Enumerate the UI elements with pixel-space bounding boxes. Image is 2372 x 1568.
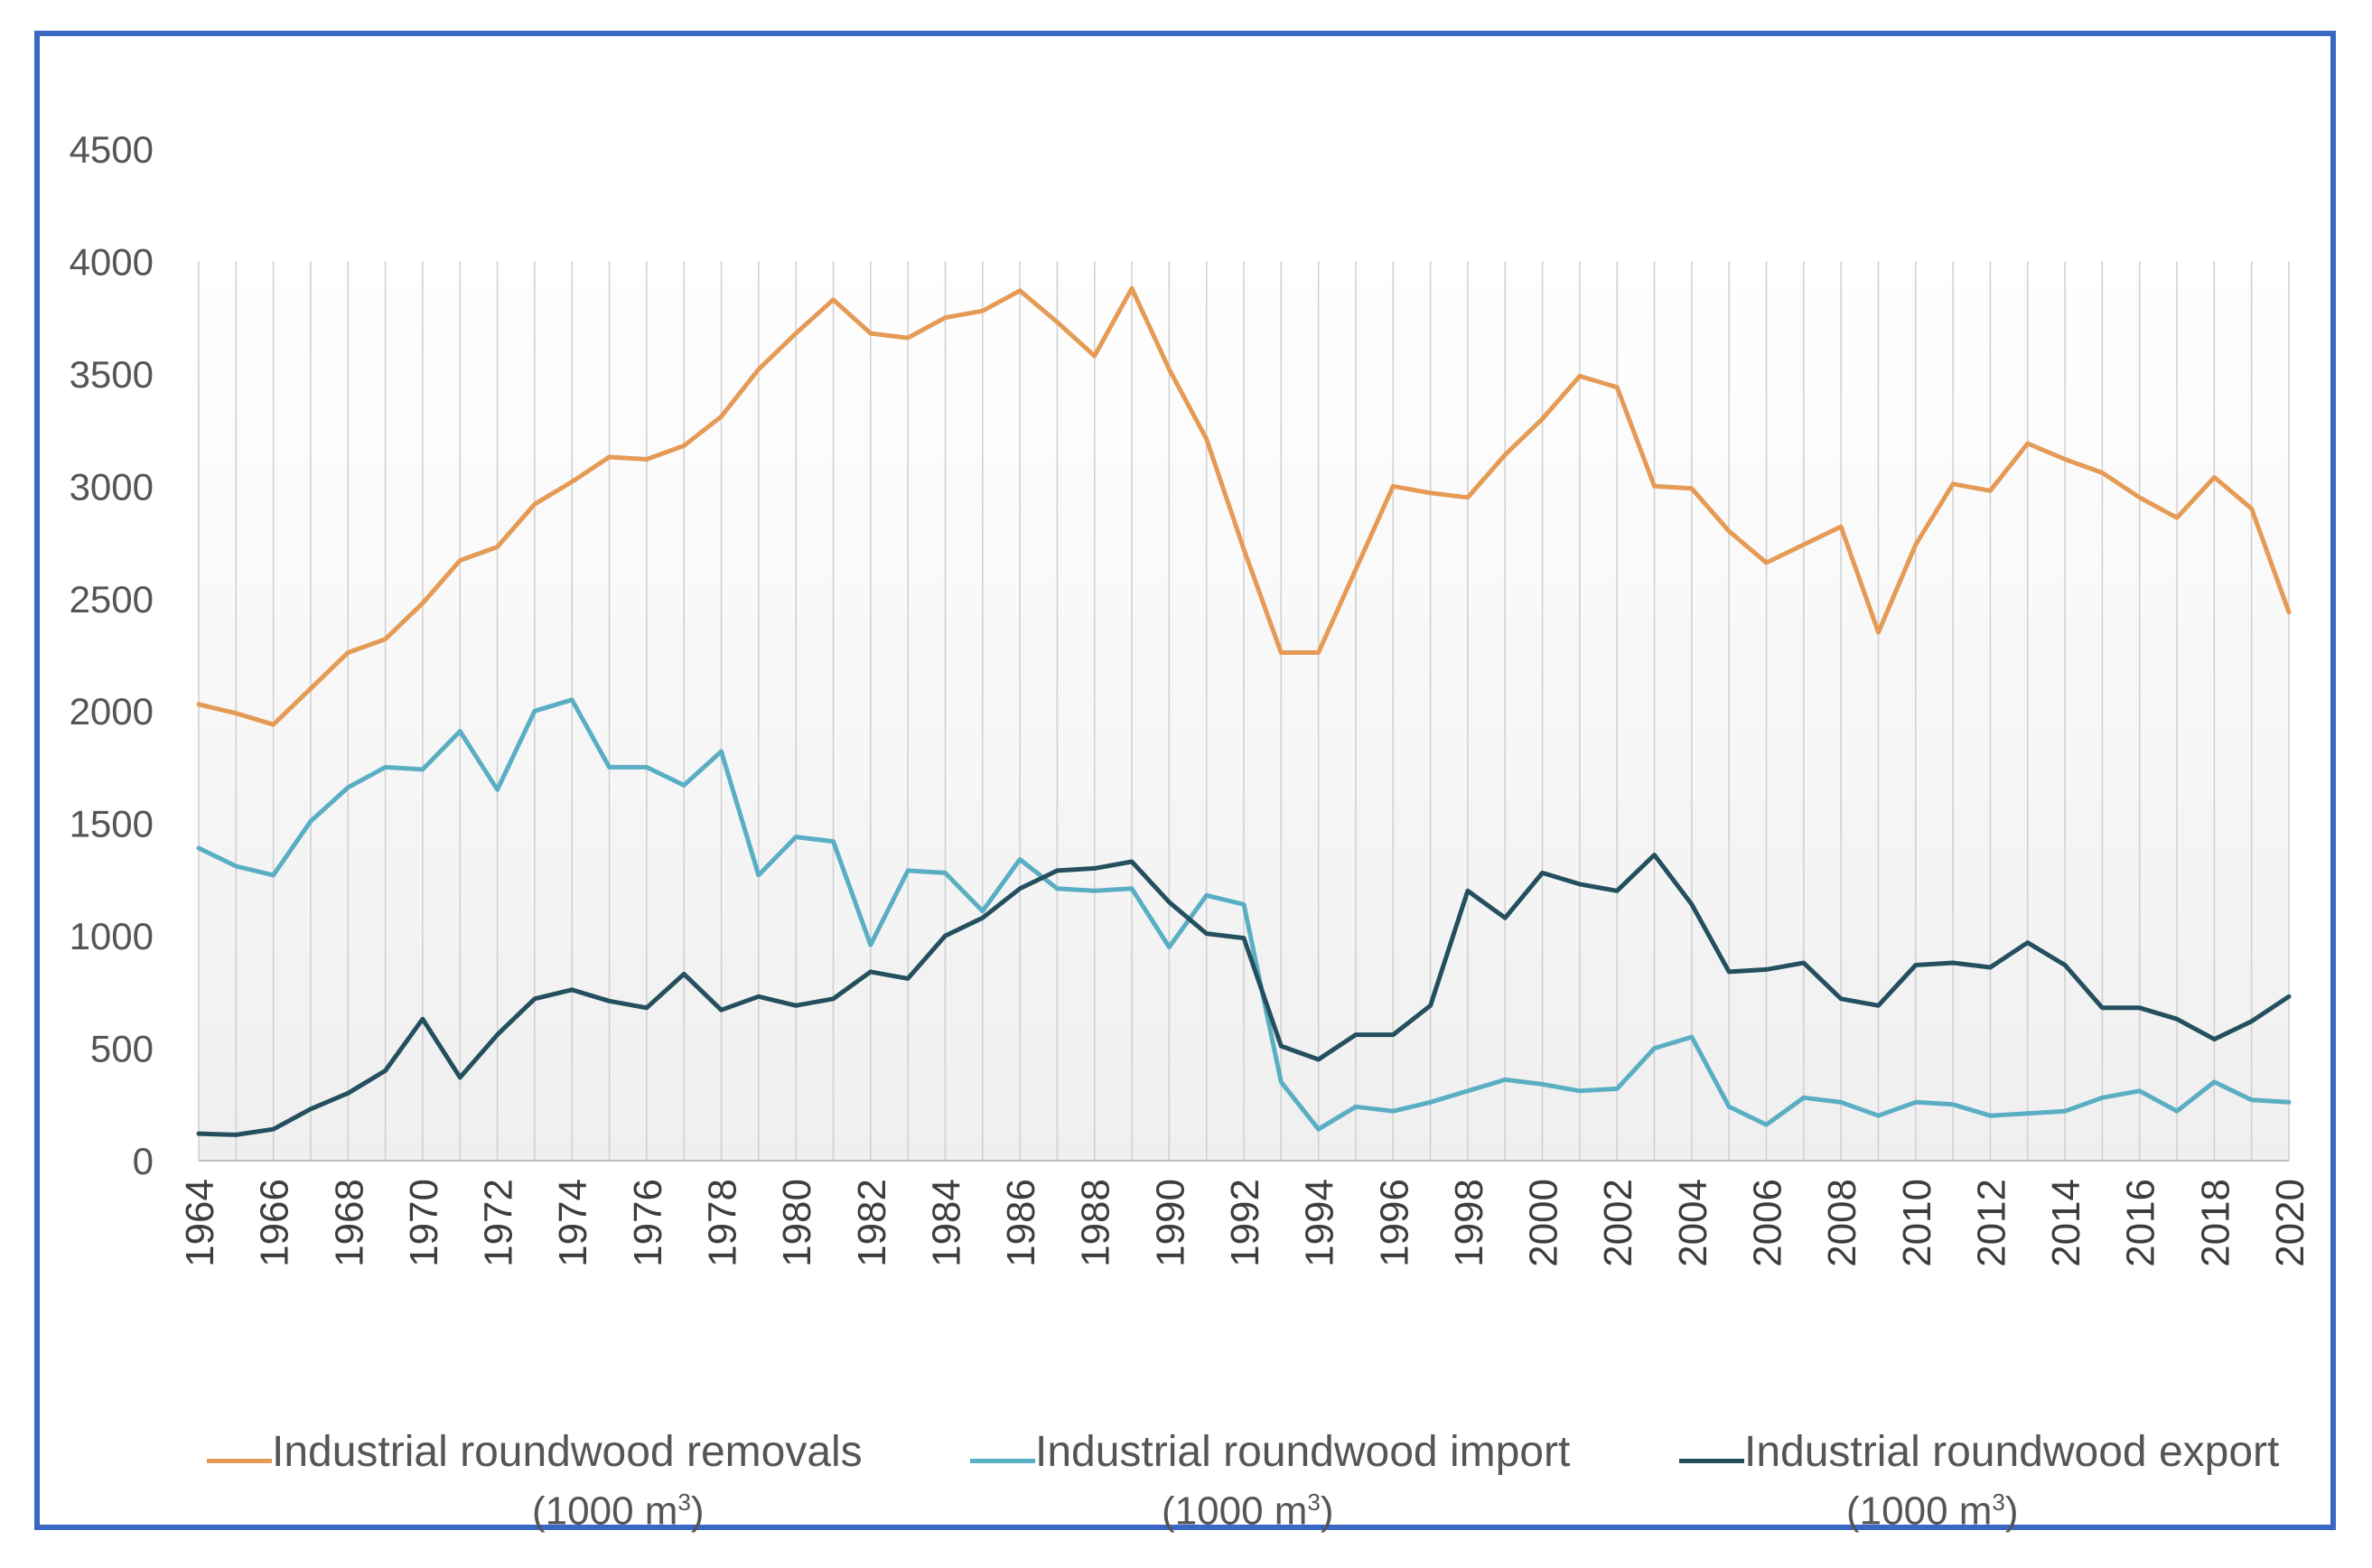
- x-tick-label: 1990: [1148, 1179, 1192, 1267]
- y-tick-label: 0: [133, 1140, 154, 1182]
- x-tick-label: 1972: [477, 1179, 521, 1267]
- x-axis: 1964 1966 1968 1970 1972 1974 1976 1978 1980 1982…: [178, 1160, 2312, 1267]
- x-tick-label: 2004: [1671, 1179, 1715, 1267]
- legend-unit-removals: (1000 m3): [532, 1489, 705, 1534]
- y-tick-label: 500: [90, 1028, 154, 1070]
- legend-label-removals: Industrial roundwood removals: [272, 1428, 863, 1476]
- legend-item-removals: Industrial roundwood removals (1000 m3): [171, 1427, 863, 1554]
- x-tick-label: 1994: [1298, 1179, 1342, 1267]
- series-line-export: [196, 853, 2292, 1137]
- y-tick-label: 3000: [70, 465, 154, 508]
- y-axis: 0 500 1000 1500 2000 2500 3000 3500 4000 4500: [70, 128, 154, 1182]
- chart-frame: 0 500 1000 1500 2000 2500 3000 3500 4000 4500 196…: [34, 31, 2336, 1534]
- y-tick-label: 2000: [70, 690, 154, 733]
- y-tick-label: 1500: [70, 803, 154, 845]
- x-tick-label: 1996: [1372, 1179, 1416, 1267]
- x-tick-label: 2002: [1596, 1179, 1640, 1267]
- x-tick-label: 1992: [1223, 1179, 1267, 1267]
- x-tick-label: 2008: [1820, 1179, 1864, 1267]
- x-tick-label: 1976: [626, 1179, 670, 1267]
- legend-label-export: Industrial roundwood export: [1744, 1428, 2280, 1476]
- x-tick-label: 1998: [1447, 1179, 1491, 1267]
- y-tick-label: 2500: [70, 578, 154, 621]
- legend-swatch-removals: [207, 1459, 272, 1463]
- legend-swatch-import: [970, 1459, 1035, 1463]
- y-tick-label: 4500: [70, 128, 154, 171]
- y-tick-label: 3500: [70, 353, 154, 396]
- x-tick-label: 1982: [850, 1179, 894, 1267]
- legend-item-export: Industrial roundwood export (1000 m3): [1643, 1427, 2293, 1554]
- x-tick-label: 2010: [1895, 1179, 1939, 1267]
- x-tick-label: 2006: [1746, 1179, 1790, 1267]
- series-line-removals: [196, 285, 2292, 727]
- x-tick-label: 1964: [178, 1179, 222, 1267]
- x-tick-label: 1988: [1074, 1179, 1118, 1267]
- x-tick-label: 1986: [999, 1179, 1043, 1267]
- x-tick-label: 1974: [551, 1179, 595, 1267]
- legend-unit-export: (1000 m3): [1846, 1489, 2019, 1534]
- x-tick-label: 2012: [1969, 1179, 2013, 1267]
- x-tick-label: 1966: [253, 1179, 297, 1267]
- legend-label-import: Industrial roundwood import: [1035, 1428, 1571, 1476]
- series-lines: [196, 285, 2292, 1137]
- x-tick-label: 1984: [924, 1179, 968, 1267]
- y-tick-label: 1000: [70, 915, 154, 957]
- series-line-import: [196, 697, 2292, 1132]
- y-tick-label: 4000: [70, 240, 154, 283]
- x-tick-label: 1968: [327, 1179, 371, 1267]
- x-tick-label: 2018: [2193, 1179, 2237, 1267]
- x-tick-label: 2014: [2044, 1179, 2088, 1267]
- x-tick-label: 2000: [1522, 1179, 1566, 1267]
- legend-item-import: Industrial roundwood import (1000 m3): [934, 1427, 1584, 1554]
- legend-swatch-export: [1679, 1459, 1744, 1463]
- x-tick-label: 2016: [2119, 1179, 2163, 1267]
- legend-unit-import: (1000 m3): [1162, 1489, 1334, 1534]
- x-tick-label: 1980: [775, 1179, 819, 1267]
- line-chart: 0 500 1000 1500 2000 2500 3000 3500 4000 4500 196…: [70, 128, 2312, 1267]
- x-tick-label: 2020: [2268, 1179, 2312, 1267]
- x-tick-label: 1970: [402, 1179, 446, 1267]
- x-tick-label: 1978: [701, 1179, 745, 1267]
